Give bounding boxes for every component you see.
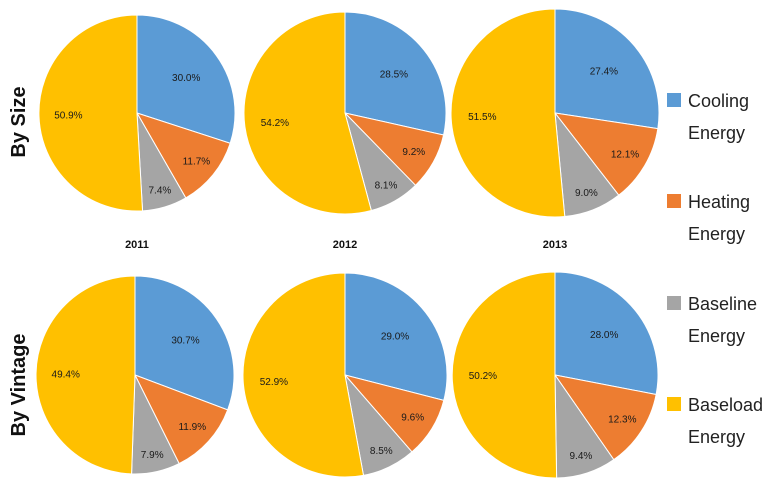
legend-label-baseline-line1: Baseline bbox=[688, 294, 757, 314]
year-label-2011: 2011 bbox=[125, 239, 149, 251]
pie-by-size-2011-label-heating: 11.7% bbox=[183, 157, 211, 168]
legend-label-baseload-line1: Baseload bbox=[688, 395, 763, 415]
pie-by-size-2012-label-baseline: 8.1% bbox=[375, 180, 398, 191]
row-label-by-size: By Size bbox=[8, 86, 30, 157]
pie-by-vintage-2013-label-cooling: 28.0% bbox=[590, 330, 618, 341]
pie-by-size-2013-label-heating: 12.1% bbox=[611, 150, 639, 161]
pie-by-vintage-2011-label-cooling: 30.7% bbox=[171, 336, 199, 347]
pie-by-vintage-2011-label-heating: 11.9% bbox=[178, 422, 206, 433]
pie-by-vintage-2012-label-baseline: 8.5% bbox=[370, 446, 393, 457]
legend-swatch-baseline bbox=[667, 296, 681, 310]
year-label-2012: 2012 bbox=[333, 239, 357, 251]
pie-by-vintage-2013-label-heating: 12.3% bbox=[608, 414, 636, 425]
legend-label-heating-line1: Heating bbox=[688, 192, 750, 212]
legend-swatch-cooling bbox=[667, 93, 681, 107]
pie-by-size-2012-label-cooling: 28.5% bbox=[380, 69, 408, 80]
pie-by-size-2011-label-cooling: 30.0% bbox=[172, 73, 200, 84]
pie-by-vintage-2011-label-baseload: 49.4% bbox=[52, 369, 80, 380]
pie-by-vintage-2013-label-baseline: 9.4% bbox=[570, 451, 593, 462]
year-label-2013: 2013 bbox=[543, 239, 567, 251]
pie-by-vintage-2013-label-baseload: 50.2% bbox=[469, 371, 497, 382]
pie-by-vintage-2012-label-baseload: 52.9% bbox=[260, 377, 288, 388]
legend: Cooling Energy Heating Energy Baseline E… bbox=[667, 91, 763, 447]
legend-label-heating-line2: Energy bbox=[688, 224, 745, 244]
pie-by-size-2011-label-baseload: 50.9% bbox=[54, 110, 82, 121]
legend-label-cooling-line2: Energy bbox=[688, 123, 745, 143]
pie-by-vintage-2012-slice-baseload bbox=[243, 273, 363, 477]
legend-label-cooling-line1: Cooling bbox=[688, 91, 749, 111]
legend-label-baseline-line2: Energy bbox=[688, 326, 745, 346]
pie-by-vintage-2012-label-heating: 9.6% bbox=[401, 412, 424, 423]
pie-by-size-2013-label-baseload: 51.5% bbox=[468, 112, 496, 123]
legend-label-baseload-line2: Energy bbox=[688, 427, 745, 447]
pie-by-size-2011-label-baseline: 7.4% bbox=[149, 186, 172, 197]
legend-swatch-baseload bbox=[667, 397, 681, 411]
pie-by-size-2013-label-baseline: 9.0% bbox=[575, 188, 598, 199]
pie-chart-grid: By Size By Vintage 2011 2012 2013 30.0% 1… bbox=[0, 0, 778, 504]
pie-by-size-2013-label-cooling: 27.4% bbox=[590, 67, 618, 78]
row-label-by-vintage: By Vintage bbox=[8, 334, 30, 437]
pie-by-vintage-2012-label-cooling: 29.0% bbox=[381, 332, 409, 343]
pie-by-size-2012-label-baseload: 54.2% bbox=[261, 118, 289, 129]
pie-by-size-2012-label-heating: 9.2% bbox=[402, 147, 425, 158]
legend-swatch-heating bbox=[667, 194, 681, 208]
pie-by-vintage-2011-label-baseline: 7.9% bbox=[141, 450, 164, 461]
